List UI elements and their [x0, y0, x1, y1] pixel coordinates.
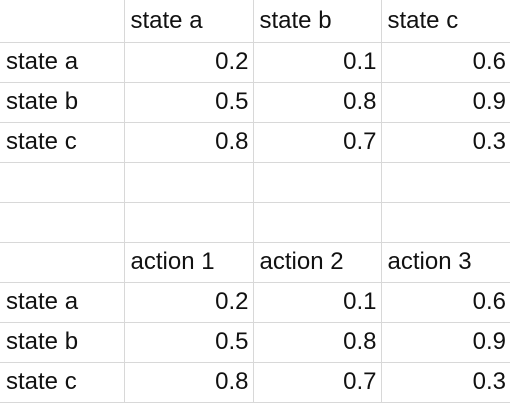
empty-cell[interactable] [0, 241, 125, 283]
table2-value-cell[interactable]: 0.6 [380, 281, 510, 323]
table2-row: state c 0.8 0.7 0.3 [0, 361, 510, 403]
table2-value-cell[interactable]: 0.1 [252, 281, 382, 323]
table1-row-label[interactable]: state a [0, 41, 125, 83]
empty-row [0, 201, 510, 243]
empty-cell[interactable] [0, 201, 125, 243]
empty-cell[interactable] [380, 161, 510, 203]
table1-value-cell[interactable]: 0.7 [252, 121, 382, 163]
table1-value-cell[interactable]: 0.9 [380, 81, 510, 123]
empty-cell[interactable] [0, 161, 125, 203]
table1-value-cell[interactable]: 0.8 [123, 121, 254, 163]
table2-row-label[interactable]: state c [0, 361, 125, 403]
table1-row-label[interactable]: state b [0, 81, 125, 123]
table1-value-cell[interactable]: 0.3 [380, 121, 510, 163]
empty-cell[interactable] [380, 201, 510, 243]
table1-value-cell[interactable]: 0.5 [123, 81, 254, 123]
empty-cell[interactable] [0, 0, 125, 43]
table2-row: state a 0.2 0.1 0.6 [0, 281, 510, 323]
table2-value-cell[interactable]: 0.8 [252, 321, 382, 363]
empty-cell[interactable] [252, 201, 382, 243]
table2-row-label[interactable]: state a [0, 281, 125, 323]
table1-value-cell[interactable]: 0.6 [380, 41, 510, 83]
table2-row: state b 0.5 0.8 0.9 [0, 321, 510, 363]
table2-value-cell[interactable]: 0.8 [123, 361, 254, 403]
table2-value-cell[interactable]: 0.5 [123, 321, 254, 363]
table1-row: state c 0.8 0.7 0.3 [0, 121, 510, 163]
table2-value-cell[interactable]: 0.7 [252, 361, 382, 403]
empty-cell[interactable] [123, 161, 254, 203]
table1-row: state b 0.5 0.8 0.9 [0, 81, 510, 123]
table1-value-cell[interactable]: 0.1 [252, 41, 382, 83]
table2-row-label[interactable]: state b [0, 321, 125, 363]
empty-cell[interactable] [252, 161, 382, 203]
table2-header-cell[interactable]: action 3 [380, 241, 510, 283]
table1-header-cell[interactable]: state c [380, 0, 510, 43]
table2-header-cell[interactable]: action 2 [252, 241, 382, 283]
table1-header-row: state a state b state c [0, 0, 510, 43]
empty-row [0, 161, 510, 203]
table2-header-row: action 1 action 2 action 3 [0, 241, 510, 283]
table1-value-cell[interactable]: 0.8 [252, 81, 382, 123]
table1-header-cell[interactable]: state b [252, 0, 382, 43]
table2-value-cell[interactable]: 0.2 [123, 281, 254, 323]
table1-row: state a 0.2 0.1 0.6 [0, 41, 510, 83]
table2-value-cell[interactable]: 0.9 [380, 321, 510, 363]
table2-value-cell[interactable]: 0.3 [380, 361, 510, 403]
empty-cell[interactable] [123, 201, 254, 243]
table1-header-cell[interactable]: state a [123, 0, 254, 43]
table1-row-label[interactable]: state c [0, 121, 125, 163]
table1-value-cell[interactable]: 0.2 [123, 41, 254, 83]
table2-header-cell[interactable]: action 1 [123, 241, 254, 283]
